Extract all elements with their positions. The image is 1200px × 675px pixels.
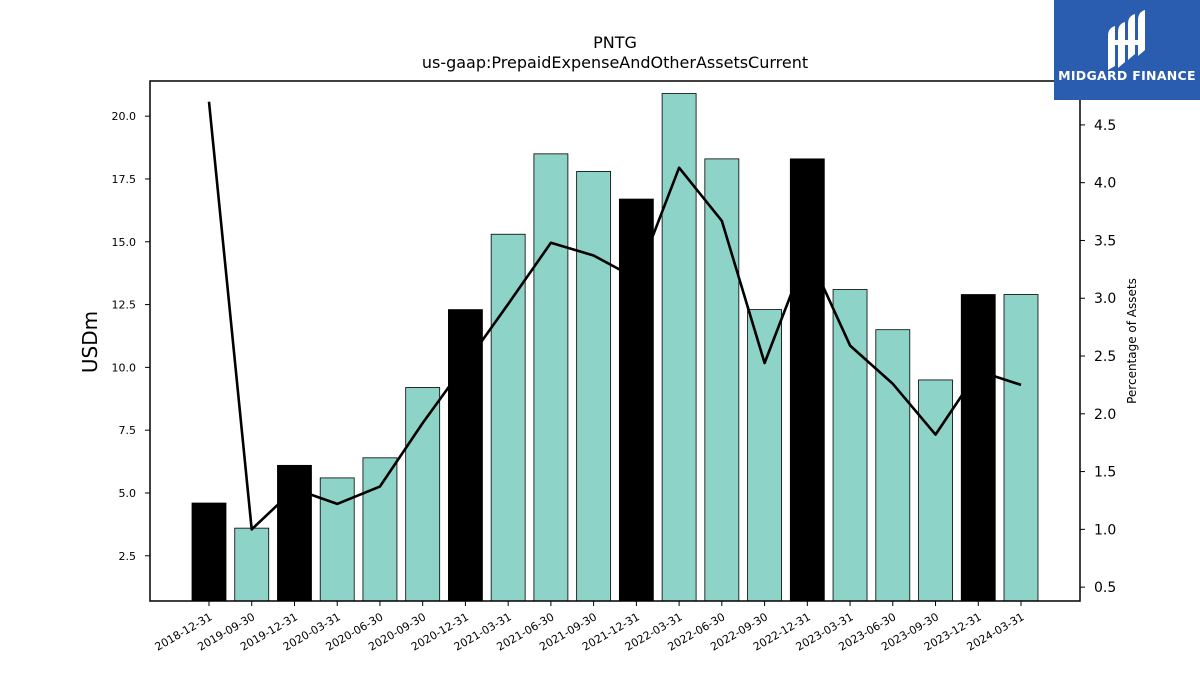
y2-tick-label: 4.0 <box>1094 176 1116 192</box>
y-axis-label: USDm <box>78 311 102 373</box>
y2-tick-label: 3.5 <box>1094 233 1116 249</box>
brand-logo-text: MIDGARD FINANCE <box>1058 68 1196 83</box>
bar <box>362 457 398 602</box>
bar <box>533 153 569 602</box>
y-tick-label: 7.5 <box>119 424 137 437</box>
y2-tick-label: 1.0 <box>1094 522 1116 538</box>
y2-tick-label: 0.5 <box>1094 580 1116 596</box>
y-tick-label: 5.0 <box>119 487 137 500</box>
midgard-logo-icon <box>1108 10 1145 70</box>
bar <box>875 329 911 602</box>
y-tick-label: 15.0 <box>112 236 137 249</box>
chart-subtitle: us-gaap:PrepaidExpenseAndOtherAssetsCurr… <box>422 53 808 72</box>
bar <box>277 464 312 602</box>
bars-group <box>191 93 1039 602</box>
bar <box>490 233 526 602</box>
y-axis-left: 2.5 5.0 7.5 10.0 12.5 15.0 17.5 20.0 <box>112 110 150 563</box>
line-group <box>207 101 1022 531</box>
brand-logo: MIDGARD FINANCE <box>1054 0 1200 100</box>
y-tick-label: 17.5 <box>112 173 137 186</box>
y2-tick-label: 2.0 <box>1094 407 1116 423</box>
bar <box>789 158 825 602</box>
bar <box>405 387 441 602</box>
bar <box>960 294 996 602</box>
bar <box>704 158 740 602</box>
y2-tick-label: 4.5 <box>1094 118 1116 134</box>
y-tick-label: 20.0 <box>112 110 137 123</box>
bar <box>832 289 868 602</box>
bar <box>618 198 654 602</box>
y2-tick-label: 2.5 <box>1094 349 1116 365</box>
y-tick-label: 12.5 <box>112 299 137 312</box>
bar <box>918 379 953 602</box>
bar <box>448 309 483 602</box>
y2-tick-label: 3.0 <box>1094 291 1116 307</box>
bar <box>1003 294 1039 602</box>
chart-title: PNTG <box>593 33 637 52</box>
bar <box>234 527 270 602</box>
bar <box>747 309 782 602</box>
y-axis-right: 0.5 1.0 1.5 2.0 2.5 3.0 3.5 4.0 4.5 <box>1080 118 1116 596</box>
bar <box>576 171 612 602</box>
percentage-line <box>207 101 1022 531</box>
y2-axis-label: Percentage of Assets <box>1125 278 1139 404</box>
plot-frame <box>149 80 1081 602</box>
y-tick-label: 10.0 <box>112 361 137 374</box>
y-tick-label: 2.5 <box>119 550 137 563</box>
bar <box>319 477 355 602</box>
x-axis: 2018-12-312019-09-302019-12-312020-03-31… <box>153 601 1027 654</box>
bar <box>661 93 697 602</box>
y2-tick-label: 1.5 <box>1094 465 1116 481</box>
bar <box>191 502 227 602</box>
